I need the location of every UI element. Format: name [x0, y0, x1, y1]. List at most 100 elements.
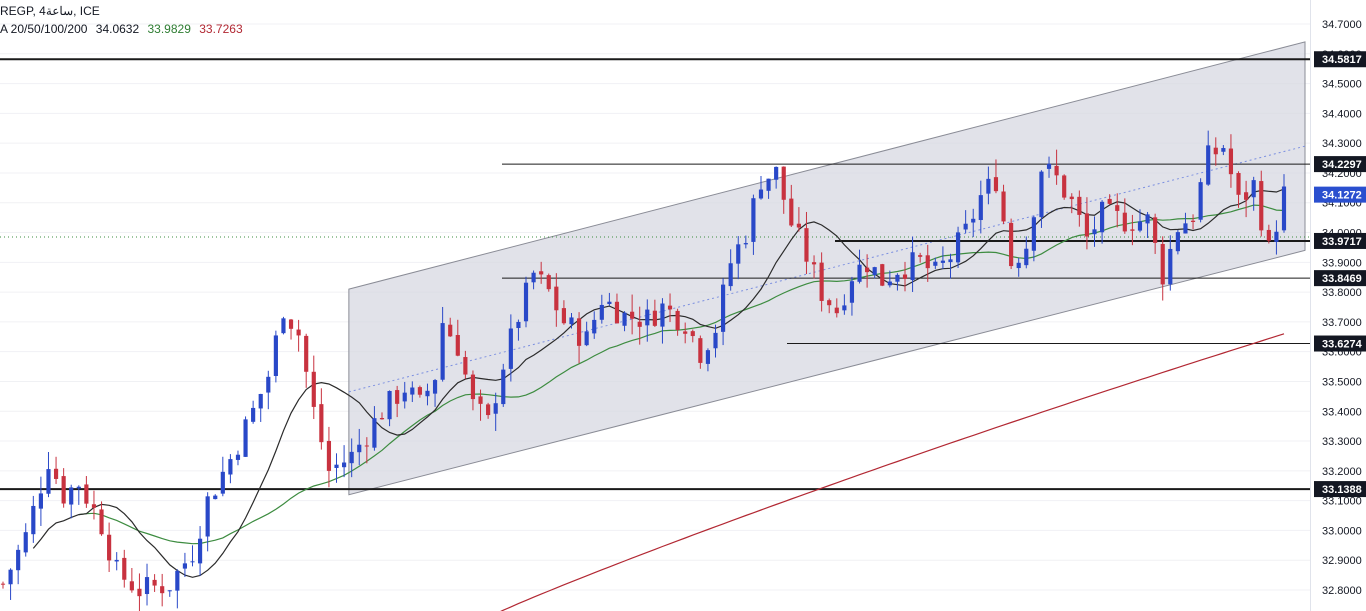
candle[interactable]	[1024, 236, 1029, 269]
candle[interactable]	[1274, 220, 1279, 255]
candle[interactable]	[971, 208, 976, 238]
candle[interactable]	[667, 293, 673, 323]
candle[interactable]	[349, 438, 354, 478]
candle[interactable]	[698, 335, 703, 369]
candle[interactable]	[478, 389, 483, 421]
candle[interactable]	[804, 211, 809, 275]
candle[interactable]	[789, 184, 794, 227]
candle[interactable]	[76, 485, 81, 505]
candle[interactable]	[1107, 194, 1112, 205]
candle[interactable]	[190, 545, 195, 567]
candle[interactable]	[258, 393, 263, 422]
candle[interactable]	[781, 166, 786, 214]
candle[interactable]	[16, 544, 21, 585]
candle[interactable]	[857, 249, 862, 284]
candle[interactable]	[182, 552, 188, 577]
candle[interactable]	[326, 426, 332, 488]
candle[interactable]	[796, 207, 801, 232]
candle[interactable]	[576, 312, 582, 364]
candle[interactable]	[940, 246, 945, 269]
candle[interactable]	[630, 294, 635, 335]
candle[interactable]	[463, 350, 468, 379]
candle[interactable]	[1092, 216, 1097, 247]
candle[interactable]	[1266, 224, 1271, 244]
price-level-tag[interactable]: 33.1388	[1314, 481, 1366, 498]
candle[interactable]	[395, 385, 400, 418]
candle[interactable]	[228, 454, 233, 484]
candle[interactable]	[91, 490, 97, 520]
candle[interactable]	[175, 569, 180, 609]
candle[interactable]	[61, 468, 66, 508]
candle[interactable]	[902, 261, 908, 292]
candle[interactable]	[107, 522, 112, 572]
candle[interactable]	[910, 236, 915, 292]
candle[interactable]	[1221, 145, 1226, 156]
candle[interactable]	[1168, 235, 1173, 291]
candle[interactable]	[1244, 180, 1249, 218]
candle[interactable]	[493, 392, 498, 431]
candle[interactable]	[114, 552, 119, 571]
candle[interactable]	[440, 306, 445, 382]
candle[interactable]	[872, 266, 877, 279]
candle[interactable]	[501, 363, 506, 407]
candle[interactable]	[304, 333, 309, 388]
candle[interactable]	[584, 321, 589, 347]
candle[interactable]	[614, 293, 620, 324]
candle[interactable]	[933, 257, 938, 269]
candle[interactable]	[705, 348, 711, 372]
candle[interactable]	[963, 210, 968, 234]
candle[interactable]	[508, 314, 513, 382]
candle[interactable]	[758, 176, 764, 200]
candle[interactable]	[592, 311, 597, 339]
candle[interactable]	[774, 166, 779, 189]
candle[interactable]	[1077, 190, 1082, 227]
candle[interactable]	[160, 573, 165, 607]
candle[interactable]	[448, 317, 453, 337]
candle[interactable]	[1122, 198, 1127, 234]
candle[interactable]	[1039, 170, 1044, 228]
candle[interactable]	[599, 294, 604, 324]
candle[interactable]	[387, 390, 392, 427]
candle[interactable]	[1084, 197, 1090, 250]
candle[interactable]	[1236, 171, 1241, 208]
candle[interactable]	[144, 563, 150, 606]
candle[interactable]	[379, 412, 385, 420]
candle[interactable]	[319, 388, 324, 450]
candle[interactable]	[622, 311, 627, 332]
price-level-tag[interactable]: 33.9717	[1314, 232, 1366, 249]
candle[interactable]	[1198, 178, 1203, 223]
candle[interactable]	[99, 501, 104, 536]
candle[interactable]	[402, 381, 407, 409]
candle[interactable]	[1001, 184, 1006, 225]
candle[interactable]	[334, 453, 339, 483]
candle[interactable]	[357, 428, 362, 466]
candle[interactable]	[486, 402, 491, 419]
candle[interactable]	[470, 370, 476, 411]
candle[interactable]	[827, 298, 832, 314]
candle[interactable]	[288, 318, 294, 340]
candle[interactable]	[1213, 137, 1218, 166]
candle[interactable]	[46, 452, 51, 498]
price-axis[interactable]: 32.8000 32.9000 33.0000 33.1000 33.2000 33.30…	[1310, 0, 1366, 611]
candle[interactable]	[1009, 218, 1014, 270]
candle[interactable]	[122, 549, 127, 588]
candle[interactable]	[296, 319, 301, 352]
candle[interactable]	[865, 254, 870, 288]
candle[interactable]	[728, 249, 733, 291]
candle[interactable]	[8, 568, 13, 600]
price-channel[interactable]	[348, 41, 1306, 496]
candle[interactable]	[918, 252, 923, 263]
candle[interactable]	[213, 494, 218, 500]
price-level-tag[interactable]: 33.8469	[1314, 270, 1366, 287]
candle[interactable]	[23, 523, 28, 557]
candle[interactable]	[1190, 214, 1196, 230]
candle[interactable]	[0, 581, 6, 589]
candle[interactable]	[925, 244, 930, 282]
candle[interactable]	[955, 226, 961, 268]
candle[interactable]	[713, 324, 718, 358]
current-price-tag[interactable]: 34.1272	[1314, 186, 1366, 203]
candle[interactable]	[273, 330, 278, 383]
candle[interactable]	[266, 370, 271, 410]
candle[interactable]	[1099, 200, 1105, 244]
